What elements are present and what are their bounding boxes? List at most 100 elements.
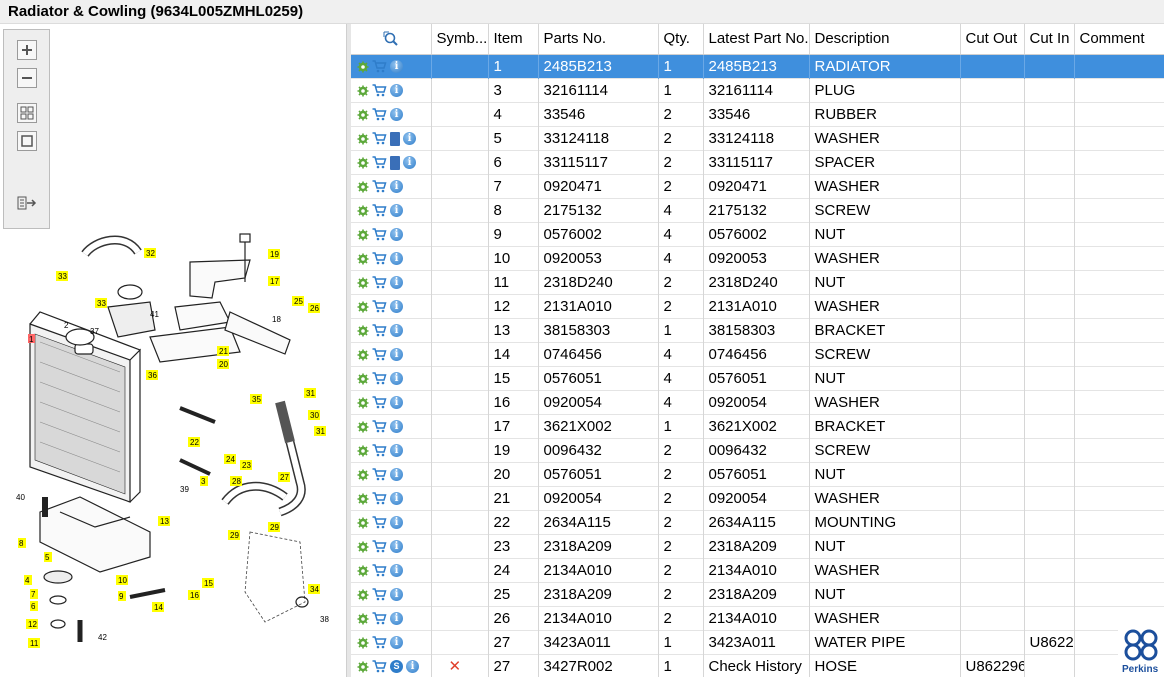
info-icon[interactable]: i: [390, 348, 403, 362]
comment-cell: [1074, 222, 1164, 246]
export-button[interactable]: [17, 193, 37, 213]
parts-list-grid[interactable]: Symb... Item Parts No. Qty. Latest Part …: [351, 24, 1164, 677]
latest-part-no-cell[interactable]: Check History: [703, 654, 810, 677]
table-row[interactable]: i 7 0920471 2 0920471 WASHER: [351, 174, 1164, 198]
supersession-icon[interactable]: S: [390, 660, 403, 674]
cut-in-cell: [1024, 150, 1075, 174]
fit-all-button[interactable]: [17, 103, 37, 123]
info-icon[interactable]: i: [390, 60, 403, 74]
parts-no-cell: 0746456: [538, 342, 659, 366]
info-icon[interactable]: i: [390, 468, 403, 482]
table-row[interactable]: i 19 0096432 2 0096432 SCREW: [351, 438, 1164, 462]
info-icon[interactable]: i: [390, 396, 403, 410]
column-header-cut-out[interactable]: Cut Out: [960, 24, 1025, 55]
table-row[interactable]: i 25 2318A209 2 2318A209 NUT: [351, 582, 1164, 606]
info-icon[interactable]: i: [390, 420, 403, 434]
column-header-item[interactable]: Item: [488, 24, 539, 55]
table-row[interactable]: i 22 2634A115 2 2634A115 MOUNTING: [351, 510, 1164, 534]
qty-cell: 1: [658, 318, 704, 342]
row-actions-cell: i: [351, 366, 432, 390]
info-icon[interactable]: i: [403, 132, 416, 146]
gear-icon: [357, 373, 369, 385]
table-row[interactable]: i 23 2318A209 2 2318A209 NUT: [351, 534, 1164, 558]
column-header-cut-in[interactable]: Cut In: [1024, 24, 1075, 55]
table-row[interactable]: i 13 38158303 1 38158303 BRACKET: [351, 318, 1164, 342]
table-row[interactable]: i 3 32161114 1 32161114 PLUG: [351, 78, 1164, 102]
info-icon[interactable]: i: [390, 204, 403, 218]
table-row[interactable]: i 10 0920053 4 0920053 WASHER: [351, 246, 1164, 270]
info-icon[interactable]: i: [390, 84, 403, 98]
info-icon[interactable]: i: [390, 612, 403, 626]
row-actions-cell: i: [351, 582, 432, 606]
latest-part-no-cell: 0920053: [703, 246, 810, 270]
info-icon[interactable]: i: [390, 516, 403, 530]
column-header-latest-part-no[interactable]: Latest Part No.: [703, 24, 810, 55]
info-icon[interactable]: i: [390, 180, 403, 194]
info-icon[interactable]: i: [390, 444, 403, 458]
fit-page-button[interactable]: [17, 131, 37, 151]
table-row[interactable]: i 5 33124118 2 33124118 WASHER: [351, 126, 1164, 150]
exploded-parts-drawing[interactable]: 32 33 33 1 2 37 41 19 17 25 26 18 21 20 …: [0, 212, 346, 652]
info-icon[interactable]: i: [390, 564, 403, 578]
illustration-pane[interactable]: 32 33 33 1 2 37 41 19 17 25 26 18 21 20 …: [0, 24, 346, 677]
info-icon[interactable]: i: [390, 492, 403, 506]
cart-icon: [372, 108, 387, 121]
row-actions-cell: i: [351, 342, 432, 366]
info-icon[interactable]: i: [390, 540, 403, 554]
cut-in-cell: [1024, 102, 1075, 126]
column-header-qty[interactable]: Qty.: [658, 24, 704, 55]
qty-cell: 2: [658, 126, 704, 150]
table-row[interactable]: i 9 0576002 4 0576002 NUT: [351, 222, 1164, 246]
table-row[interactable]: i 6 33115117 2 33115117 SPACER: [351, 150, 1164, 174]
column-header-symbol[interactable]: Symb...: [431, 24, 489, 55]
cut-out-cell: [960, 558, 1025, 582]
info-icon[interactable]: i: [406, 660, 419, 674]
column-header-description[interactable]: Description: [809, 24, 961, 55]
table-row[interactable]: i 17 3621X002 1 3621X002 BRACKET: [351, 414, 1164, 438]
zoom-out-button[interactable]: [17, 68, 37, 88]
latest-part-no-cell: 2131A010: [703, 294, 810, 318]
info-icon[interactable]: i: [390, 300, 403, 314]
comment-cell: [1074, 558, 1164, 582]
item-cell: 13: [488, 318, 539, 342]
window-title: Radiator & Cowling (9634L005ZMHL0259): [8, 3, 304, 20]
column-header-icons[interactable]: [351, 24, 432, 55]
comment-cell: [1074, 390, 1164, 414]
table-row[interactable]: i 11 2318D240 2 2318D240 NUT: [351, 270, 1164, 294]
cart-icon: [372, 660, 387, 673]
column-header-parts-no[interactable]: Parts No.: [538, 24, 659, 55]
table-row[interactable]: i 26 2134A010 2 2134A010 WASHER: [351, 606, 1164, 630]
info-icon[interactable]: i: [390, 276, 403, 290]
item-cell: 11: [488, 270, 539, 294]
table-row[interactable]: i 16 0920054 4 0920054 WASHER: [351, 390, 1164, 414]
table-row[interactable]: i 21 0920054 2 0920054 WASHER: [351, 486, 1164, 510]
info-icon[interactable]: i: [390, 228, 403, 242]
info-icon[interactable]: i: [403, 156, 416, 170]
cut-out-cell: [960, 102, 1025, 126]
cut-in-cell: [1024, 342, 1075, 366]
book-icon[interactable]: [390, 131, 400, 146]
cut-out-cell: [960, 270, 1025, 294]
book-icon[interactable]: [390, 155, 400, 170]
table-row[interactable]: i 15 0576051 4 0576051 NUT: [351, 366, 1164, 390]
table-row[interactable]: i 12 2131A010 2 2131A010 WASHER: [351, 294, 1164, 318]
info-icon[interactable]: i: [390, 108, 403, 122]
table-row[interactable]: i 4 33546 2 33546 RUBBER: [351, 102, 1164, 126]
zoom-in-button[interactable]: [17, 40, 37, 60]
cut-out-cell: [960, 462, 1025, 486]
info-icon[interactable]: i: [390, 324, 403, 338]
info-icon[interactable]: i: [390, 372, 403, 386]
table-row[interactable]: i 20 0576051 2 0576051 NUT: [351, 462, 1164, 486]
table-row[interactable]: i 8 2175132 4 2175132 SCREW: [351, 198, 1164, 222]
description-cell: SCREW: [809, 438, 961, 462]
info-icon[interactable]: i: [390, 252, 403, 266]
table-row[interactable]: i 14 0746456 4 0746456 SCREW: [351, 342, 1164, 366]
pane-splitter[interactable]: [346, 24, 351, 677]
info-icon[interactable]: i: [390, 588, 403, 602]
column-header-comment[interactable]: Comment: [1074, 24, 1164, 55]
info-icon[interactable]: i: [390, 636, 403, 650]
table-row[interactable]: i 1 2485B213 1 2485B213 RADIATOR: [351, 54, 1164, 78]
table-row[interactable]: i 24 2134A010 2 2134A010 WASHER: [351, 558, 1164, 582]
